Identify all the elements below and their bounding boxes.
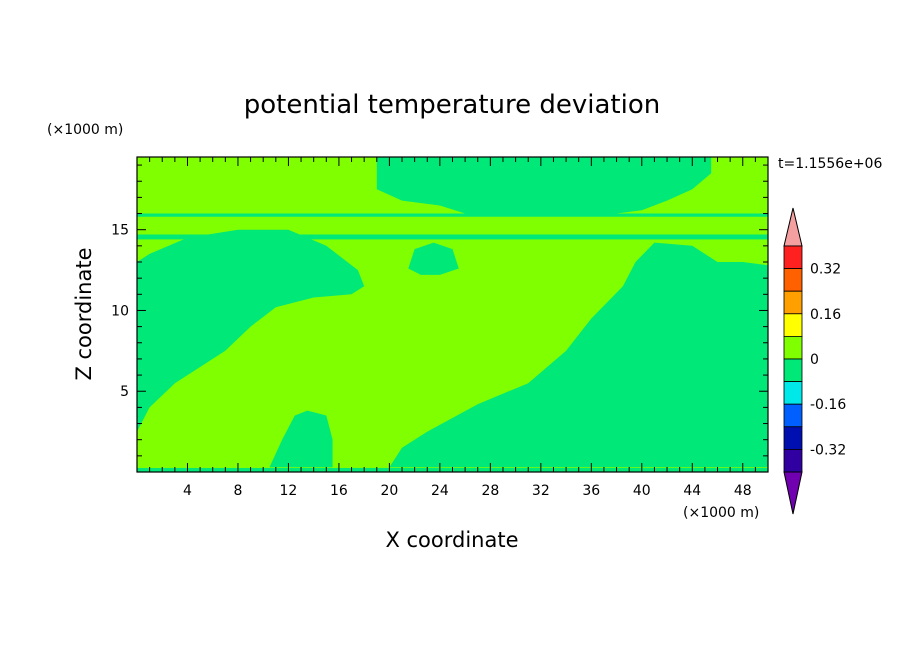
x-tick-label: 20 <box>380 483 398 499</box>
x-tick-label: 40 <box>633 483 651 499</box>
x-tick-label: 16 <box>330 483 348 499</box>
time-label: t=1.1556e+06 <box>778 156 882 172</box>
contour-region-2 <box>389 242 768 468</box>
contour-regions <box>137 157 768 472</box>
x-tick-label: 28 <box>481 483 499 499</box>
x-tick-label: 24 <box>431 483 449 499</box>
contour-region-3 <box>376 157 712 214</box>
colorbar-label: 0 <box>810 352 819 368</box>
x-tick-label: 48 <box>734 483 752 499</box>
contour-region-4 <box>137 213 768 217</box>
y-unit-label: (×1000 m) <box>47 122 123 138</box>
contour-region-5 <box>137 234 768 240</box>
colorbar-bottom-arrow <box>783 471 803 515</box>
x-tick-label: 32 <box>532 483 550 499</box>
y-tick-label: 10 <box>111 303 129 319</box>
colorbar-bin <box>783 313 803 337</box>
contour-region-1 <box>269 410 333 468</box>
x-tick-label: 4 <box>183 483 192 499</box>
colorbar-bin <box>783 335 803 360</box>
x-unit-label: (×1000 m) <box>683 505 759 521</box>
x-axis-title: X coordinate <box>385 528 518 552</box>
colorbar-bin <box>783 290 803 315</box>
y-axis-title: Z coordinate <box>72 247 96 380</box>
x-tick-label: 8 <box>233 483 242 499</box>
contour-region-0 <box>137 229 365 432</box>
colorbar-bin <box>783 268 803 292</box>
x-tick-label: 12 <box>280 483 298 499</box>
colorbar-bin <box>783 245 803 270</box>
colorbar-label: 0.16 <box>810 307 841 323</box>
x-tick-label: 36 <box>582 483 600 499</box>
contour-region-6 <box>408 242 459 275</box>
colorbar-bin <box>783 426 803 450</box>
colorbar-bin <box>783 381 803 405</box>
x-axis: 4 8 12 16 20 24 28 32 36 40 44 48 <box>149 157 756 499</box>
colorbar-bin <box>783 403 803 428</box>
chart-title: potential temperature deviation <box>244 90 660 120</box>
y-axis: 5 10 15 <box>111 164 768 457</box>
colorbar-label: -0.32 <box>810 442 846 458</box>
x-tick-label: 44 <box>683 483 701 499</box>
colorbar: 0.32 0.16 0 -0.16 -0.32 <box>783 207 846 515</box>
colorbar-top-arrow <box>783 207 803 247</box>
colorbar-label: 0.32 <box>810 262 841 278</box>
y-tick-label: 5 <box>120 384 129 400</box>
y-tick-label: 15 <box>111 223 129 239</box>
colorbar-bin <box>783 358 803 383</box>
colorbar-bin <box>783 448 803 473</box>
colorbar-label: -0.16 <box>810 397 846 413</box>
